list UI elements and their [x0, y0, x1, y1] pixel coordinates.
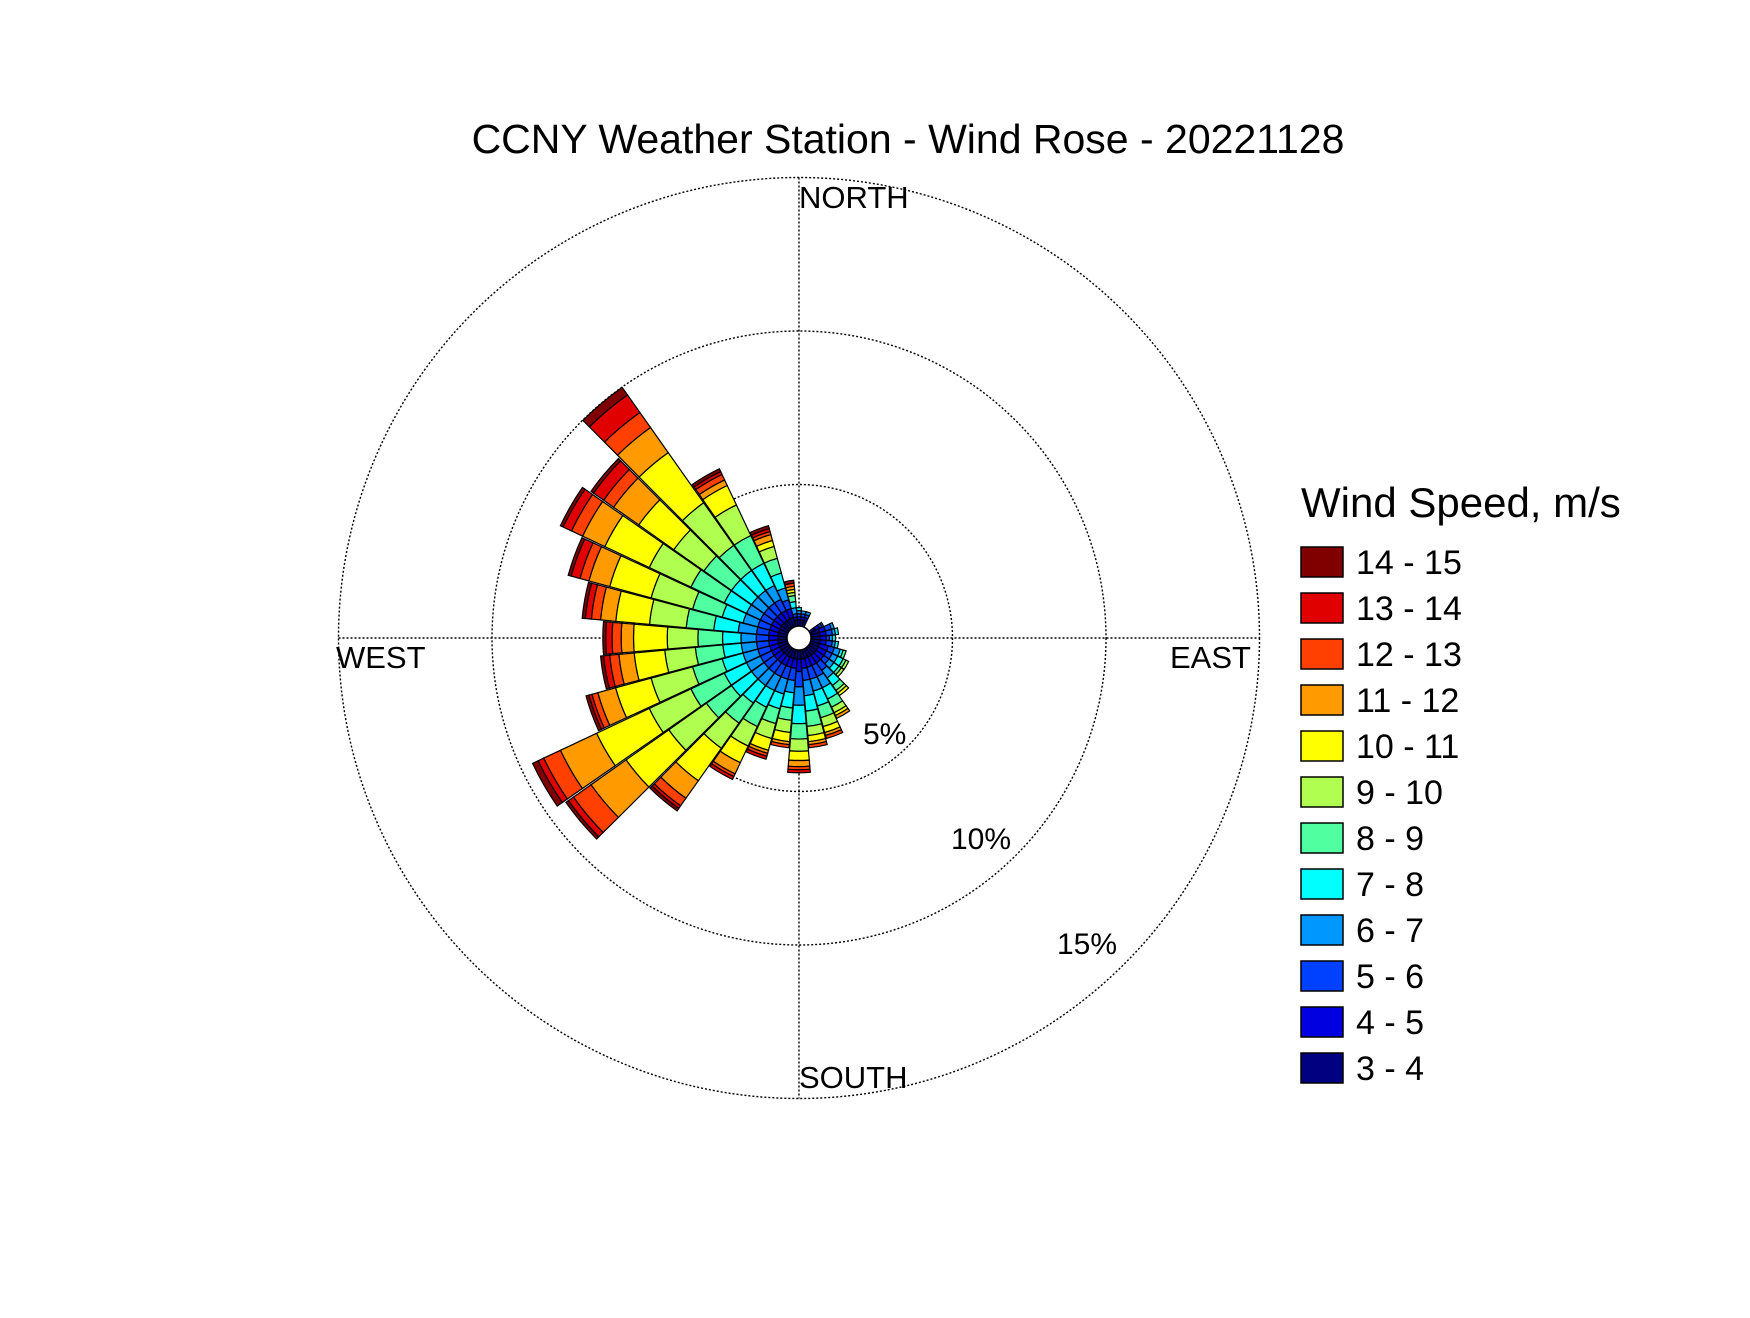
legend-label-11-12: 11 - 12 [1356, 682, 1459, 720]
wind-bar-160-12-13 [824, 728, 844, 740]
south-label: SOUTH [799, 1060, 908, 1095]
legend: Wind Speed, m/s 14 - 15 13 - 14 12 - 13 11 … [1300, 479, 1621, 1088]
legend-label-12-13: 12 - 13 [1356, 636, 1462, 674]
wind-bar-320-14-15 [582, 386, 629, 428]
wind-bar-270-8-9 [697, 628, 724, 648]
north-label: NORTH [799, 180, 909, 215]
legend-swatch-13-14 [1300, 592, 1344, 624]
legend-label-14-15: 14 - 15 [1356, 544, 1462, 582]
wind-bar-300-14-15 [559, 486, 586, 528]
wind-bar-240-14-15 [531, 760, 564, 807]
legend-label-13-14: 13 - 14 [1356, 590, 1462, 628]
wind-bar-90-7-8 [831, 634, 837, 642]
ring-label-15: 15% [1057, 928, 1117, 961]
legend-label-9-10: 9 - 10 [1356, 774, 1443, 812]
wind-bar-180-10-11 [788, 750, 810, 762]
wind-bars [531, 386, 851, 840]
wind-bar-220-14-15 [649, 785, 680, 812]
wind-bar-100-7-8 [833, 640, 840, 649]
wind-bar-180-9-10 [788, 738, 810, 752]
wind-bar-290-14-15 [567, 536, 586, 577]
legend-swatch-10-11 [1300, 730, 1344, 762]
wind-bar-270-7-8 [721, 630, 742, 646]
wind-bar-270-4-5 [767, 634, 779, 642]
wind-bar-350-14-15 [783, 579, 795, 586]
wind-bar-340-14-15 [749, 524, 771, 536]
legend-label-7-8: 7 - 8 [1356, 866, 1424, 904]
west-label: WEST [336, 640, 426, 675]
wind-bar-260-14-15 [599, 655, 611, 690]
wind-bar-20-6-7 [804, 610, 812, 617]
wind-bar-270-3-4 [777, 635, 788, 641]
wind-bar-180-6-7 [792, 686, 806, 706]
wind-bar-80-7-8 [833, 627, 840, 636]
wind-bar-190-12-13 [770, 740, 790, 749]
wind-bar-270-9-10 [666, 626, 699, 650]
legend-label-6-7: 6 - 7 [1356, 912, 1424, 950]
wind-bar-270-6-7 [740, 632, 758, 644]
wind-bar-180-7-8 [791, 704, 807, 725]
legend-swatch-11-12 [1300, 684, 1344, 716]
wind-bar-0-7-8 [795, 606, 803, 612]
ring-label-5: 5% [863, 718, 906, 751]
wind-bar-270-14-15 [602, 620, 608, 656]
wind-bar-170-12-13 [808, 740, 828, 749]
legend-title: Wind Speed, m/s [1301, 479, 1621, 526]
wind-bar-330-14-15 [691, 467, 722, 488]
east-label: EAST [1170, 640, 1251, 675]
wind-bar-180-8-9 [789, 722, 809, 740]
wind-bar-310-14-15 [590, 457, 622, 494]
wind-bar-270-11-12 [620, 622, 635, 654]
wind-bar-210-13-14 [708, 762, 735, 781]
legend-swatch-8-9 [1300, 822, 1344, 854]
wind-bar-270-12-13 [611, 621, 623, 655]
wind-bar-180-11-12 [787, 759, 811, 768]
wind-bar-270-5-6 [755, 633, 770, 643]
wind-bar-270-13-14 [605, 621, 614, 655]
wind-bar-270-10-11 [632, 623, 669, 653]
wind-bar-230-14-15 [565, 799, 600, 840]
legend-swatch-7-8 [1300, 868, 1344, 900]
legend-label-3-4: 3 - 4 [1356, 1050, 1424, 1088]
wind-bar-280-14-15 [581, 581, 593, 620]
wind-bar-250-14-15 [585, 694, 603, 732]
ring-label-10: 10% [951, 823, 1011, 856]
legend-swatch-12-13 [1300, 638, 1344, 670]
legend-swatch-3-4 [1300, 1052, 1344, 1084]
legend-label-8-9: 8 - 9 [1356, 820, 1424, 858]
wind-bar-200-13-14 [745, 748, 768, 760]
legend-swatch-14-15 [1300, 546, 1344, 578]
legend-label-5-6: 5 - 6 [1356, 958, 1424, 996]
legend-label-4-5: 4 - 5 [1356, 1004, 1424, 1042]
wind-bar-150-11-12 [834, 707, 851, 720]
legend-swatch-5-6 [1300, 960, 1344, 992]
legend-swatch-6-7 [1300, 914, 1344, 946]
legend-label-10-11: 10 - 11 [1356, 728, 1459, 766]
center-hole [786, 625, 812, 651]
chart-title: CCNY Weather Station - Wind Rose - 20221… [472, 116, 1345, 162]
legend-swatch-4-5 [1300, 1006, 1344, 1038]
wind-bar-180-13-14 [787, 768, 811, 774]
legend-swatch-9-10 [1300, 776, 1344, 808]
